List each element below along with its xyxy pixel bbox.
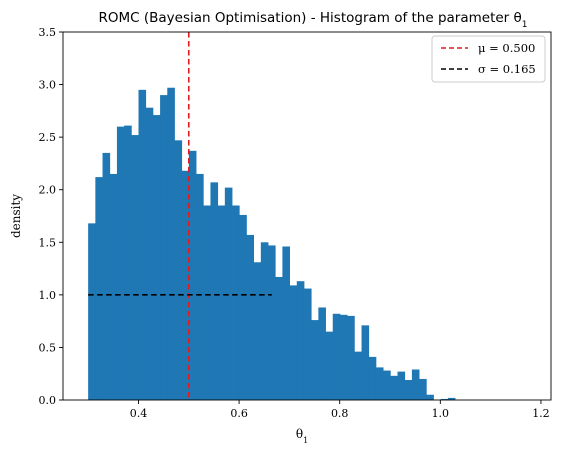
histogram-bar [239,214,247,400]
x-tick-label: 0.8 [331,407,349,420]
histogram-bar [375,367,384,400]
histogram-bar [268,245,276,400]
reference-lines [88,32,272,400]
x-axis: 0.4 0.6 0.8 1.0 1.2 [130,400,550,420]
histogram-bar [88,223,96,400]
histogram-bars [88,87,456,401]
x-tick-label: 1.0 [432,407,450,420]
histogram-bar [368,356,377,400]
histogram-bar [138,89,147,400]
plot-frame [62,31,552,401]
legend: μ = 0.500 σ = 0.165 [431,35,546,83]
x-tick-label: 0.6 [230,407,248,420]
histogram-bar [217,205,226,400]
histogram-bar [188,150,197,400]
histogram-bar [440,398,449,400]
histogram-bar [296,281,305,400]
histogram-bar [275,276,283,400]
histogram-bar [232,205,240,400]
histogram-bar [339,314,348,400]
histogram-bar [332,313,341,400]
y-axis-label: density [9,194,23,238]
histogram-bar [282,246,290,400]
histogram-bar [145,107,154,400]
y-tick-label: 0.5 [39,341,57,354]
histogram-bar [196,173,204,400]
histogram-bar [224,187,233,400]
histogram-bar [210,182,219,400]
chart-title: ROMC (Bayesian Optimisation) - Histogram… [98,10,527,30]
x-tick-label: 0.4 [130,407,148,420]
histogram-bar [426,394,434,400]
histogram-bar [167,87,175,400]
histogram-bar [383,370,391,400]
y-tick-label: 3.0 [39,79,57,92]
histogram-bar [318,307,326,400]
y-tick-label: 2.0 [39,184,57,197]
histogram-bar [116,126,125,400]
histogram-bar [361,325,370,400]
histogram-bar [181,170,190,400]
histogram-bar [174,140,183,401]
histogram-bar [311,320,319,400]
histogram-bar [203,205,211,400]
histogram-bar [160,95,168,400]
histogram-bar [260,242,269,400]
histogram-bar [347,315,355,400]
histogram-bar [397,371,406,400]
y-tick-label: 3.5 [39,26,57,39]
histogram-bar [109,173,118,400]
y-tick-label: 2.5 [39,131,57,144]
y-axis: 0.0 0.5 1.0 1.5 2.0 2.5 3.0 3.5 [39,26,63,407]
histogram-bar [303,288,312,400]
histogram-bar [354,351,362,400]
y-tick-label: 1.0 [39,289,57,302]
histogram-bar [131,135,139,401]
legend-mean-label: μ = 0.500 [478,41,535,55]
histogram-bar [419,378,427,400]
y-tick-label: 0.0 [39,394,57,407]
histogram-bar [124,125,132,400]
histogram-bar [253,262,262,400]
y-tick-label: 1.5 [39,236,57,249]
histogram-bar [289,285,298,400]
histogram-bar [246,234,255,400]
x-tick-label: 1.2 [532,407,550,420]
histogram-bar [102,152,111,400]
histogram-bar [95,177,103,400]
histogram-bar [325,331,334,400]
histogram-bar [447,397,456,400]
histogram-bar [390,375,398,400]
x-axis-label: θ1 [296,427,308,445]
legend-sigma-label: σ = 0.165 [478,62,536,76]
histogram-bar [404,380,413,400]
histogram-bar [152,115,161,400]
histogram-bar [411,369,420,400]
